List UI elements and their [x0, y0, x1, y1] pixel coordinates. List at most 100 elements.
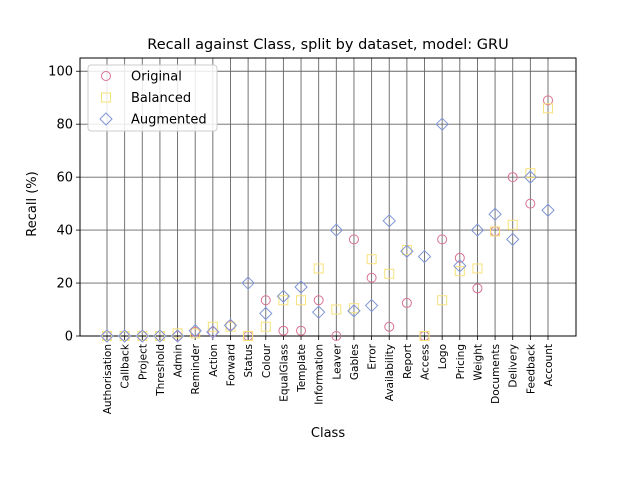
data-point-original: [348, 234, 359, 245]
data-point-original: [437, 234, 448, 245]
data-point-balanced: [243, 331, 254, 341]
data-point-augmented: [276, 289, 291, 303]
data-point-balanced: [348, 303, 359, 314]
data-point-original: [525, 198, 536, 209]
x-tick-label: Action: [208, 344, 220, 377]
legend-label-augmented: Augmented: [131, 113, 207, 128]
data-point-augmented: [364, 298, 379, 313]
data-point-balanced: [172, 328, 183, 339]
data-point-augmented: [241, 276, 255, 290]
data-point-original: [507, 172, 518, 183]
data-point-augmented: [400, 244, 414, 258]
x-tick-label: Weight: [472, 344, 484, 381]
data-point-balanced: [472, 263, 483, 274]
data-point-augmented: [470, 223, 485, 237]
data-point-balanced: [296, 295, 307, 306]
x-tick-label: Access: [420, 344, 432, 380]
x-tick-label: Leaver: [331, 343, 343, 379]
data-point-balanced: [454, 266, 465, 277]
x-tick-label: Forward: [225, 344, 237, 386]
data-point-augmented: [206, 325, 220, 339]
legend: Original Balanced Augmented: [87, 64, 218, 132]
x-tick-label: Threshold: [155, 344, 167, 397]
x-tick-label: Project: [137, 344, 149, 380]
x-tick-label: Feedback: [525, 343, 537, 394]
data-point-balanced: [154, 331, 165, 341]
data-point-original: [543, 95, 553, 106]
chart-title: Recall against Class, split by dataset, …: [147, 37, 508, 53]
x-tick-label: Authorisation: [102, 344, 114, 414]
data-point-original: [401, 297, 412, 308]
data-point-original: [331, 331, 342, 341]
legend-marker-balanced: [101, 92, 111, 103]
x-tick-label: Callback: [120, 343, 132, 388]
y-tick-label: 40: [56, 224, 73, 239]
plot-frame: [79, 57, 577, 337]
data-point-augmented: [329, 223, 344, 237]
data-point-balanced: [313, 263, 324, 274]
data-point-balanced: [366, 254, 377, 265]
data-point-balanced: [260, 321, 271, 332]
data-point-balanced: [278, 295, 289, 306]
data-point-balanced: [437, 295, 448, 306]
data-point-augmented: [382, 214, 396, 228]
x-tick-label: Information: [314, 344, 326, 405]
data-point-augmented: [453, 259, 467, 273]
x-tick-label: Template: [296, 344, 308, 393]
marks-layer: [100, 95, 555, 343]
data-point-augmented: [117, 329, 132, 343]
data-point-augmented: [311, 305, 326, 319]
data-point-original: [260, 295, 271, 306]
x-tick-label: Gables: [349, 344, 361, 380]
data-point-balanced: [331, 304, 342, 315]
data-point-balanced: [419, 331, 430, 341]
series-augmented: [100, 117, 555, 343]
data-point-augmented: [506, 232, 520, 247]
x-tick-label: Admin: [173, 344, 185, 377]
data-point-balanced: [137, 331, 148, 341]
x-tick-label: Status: [243, 344, 255, 377]
ticks-layer: Authorisation Callback Project Threshold Adm…: [48, 65, 555, 415]
data-point-augmented: [223, 318, 238, 333]
y-tick-label: 100: [48, 65, 73, 80]
x-tick-label: Documents: [490, 344, 502, 404]
data-point-balanced: [190, 328, 201, 339]
data-point-original: [454, 252, 465, 263]
data-point-augmented: [523, 170, 538, 184]
x-tick-label: EqualGlass: [278, 344, 290, 402]
data-point-augmented: [417, 249, 432, 264]
y-tick-label: 20: [56, 277, 73, 292]
data-point-augmented: [347, 304, 361, 318]
x-tick-label: Delivery: [508, 344, 520, 388]
x-tick-label: Reminder: [190, 343, 202, 394]
data-point-balanced: [102, 331, 112, 341]
x-tick-label: Error: [367, 343, 379, 369]
data-point-augmented: [488, 207, 502, 221]
legend-marker-original: [101, 71, 111, 81]
data-point-original: [296, 325, 307, 336]
data-point-augmented: [100, 329, 114, 343]
data-point-balanced: [490, 226, 501, 237]
data-point-original: [207, 327, 218, 338]
x-tick-label: Colour: [261, 343, 273, 378]
data-point-balanced: [507, 219, 518, 230]
x-tick-label: Pricing: [455, 344, 467, 379]
data-point-augmented: [135, 329, 149, 343]
y-tick-label: 80: [56, 118, 73, 133]
data-point-balanced: [119, 331, 130, 341]
x-tick-label: Report: [402, 344, 414, 379]
y-tick-label: 0: [65, 330, 73, 345]
x-axis-label: Class: [311, 426, 345, 441]
y-tick-label: 60: [56, 171, 73, 186]
data-point-original: [384, 321, 395, 332]
data-point-balanced: [384, 268, 395, 279]
x-tick-label: Logo: [437, 344, 449, 369]
data-point-augmented: [435, 117, 449, 131]
data-point-balanced: [525, 168, 536, 179]
data-point-balanced: [543, 103, 553, 114]
data-point-augmented: [294, 280, 308, 294]
data-point-augmented: [188, 323, 202, 338]
data-point-augmented: [259, 306, 273, 321]
data-point-augmented: [170, 329, 185, 343]
